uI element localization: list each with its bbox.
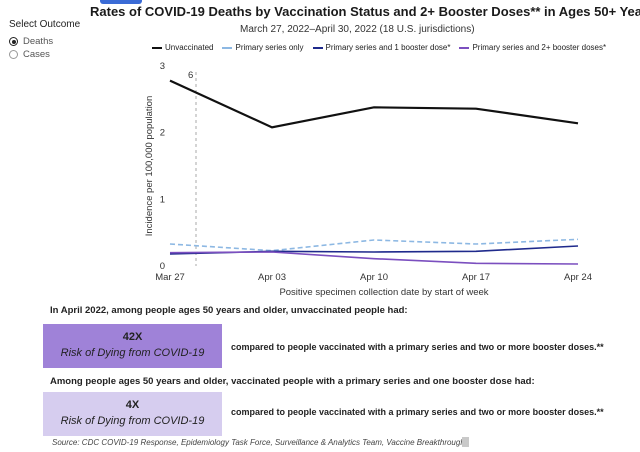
series-line: [169, 251, 579, 265]
select-outcome-label: Select Outcome: [9, 19, 81, 30]
source-note: Source: CDC COVID-19 Response, Epidemiol…: [52, 438, 465, 447]
series-line: [169, 79, 579, 129]
stat-box-one-booster: 4X Risk of Dying from COVID-19: [43, 392, 222, 436]
x-tick-label: Mar 27: [155, 272, 185, 283]
comparison-text: compared to people vaccinated with a pri…: [231, 407, 604, 417]
stat-heading-one-booster: Among people ages 50 years and older, va…: [50, 376, 535, 387]
outcome-option-label: Deaths: [23, 36, 54, 47]
scroll-marker: [462, 437, 469, 447]
legend-item-primary-1-booster[interactable]: Primary series and 1 booster dose*: [312, 43, 451, 52]
legend-swatch: [152, 46, 162, 49]
x-tick-label: Apr 03: [258, 272, 286, 283]
legend-item-unvaccinated[interactable]: Unvaccinated: [152, 43, 213, 52]
outcome-option-cases[interactable]: Cases: [9, 49, 50, 60]
outcome-option-label: Cases: [23, 49, 50, 60]
radio-selected-icon[interactable]: [9, 37, 18, 46]
radio-unselected-icon[interactable]: [9, 50, 18, 59]
x-tick-label: Apr 24: [564, 272, 592, 283]
y-tick-label: 1: [160, 194, 165, 205]
x-tick-label: Apr 10: [360, 272, 388, 283]
y-tick-label: 0: [160, 261, 165, 272]
risk-label: Risk of Dying from COVID-19: [60, 347, 205, 359]
line-chart: 0 1 2 3 Mar 27 Apr 03 Apr 10 Apr 17 Apr 24 Positi…: [144, 61, 592, 298]
legend-swatch: [312, 46, 323, 49]
outcome-option-deaths[interactable]: Deaths: [9, 36, 53, 47]
y-tick-label: 2: [160, 128, 165, 139]
report-tab-accent: [100, 0, 142, 4]
legend-swatch: [222, 46, 233, 49]
x-axis-title: Positive specimen collection date by sta…: [279, 287, 488, 298]
chart-title: Rates of COVID-19 Deaths by Vaccination …: [90, 4, 640, 19]
legend-label: Primary series only: [235, 43, 304, 52]
chart-subtitle: March 27, 2022–April 30, 2022 (18 U.S. j…: [240, 24, 475, 35]
risk-multiplier: 42X: [122, 331, 143, 343]
annotation-label: 6: [188, 70, 193, 81]
x-tick-label: Apr 17: [462, 272, 490, 283]
legend-label: Unvaccinated: [165, 43, 214, 52]
legend-swatch: [459, 46, 470, 49]
risk-label: Risk of Dying from COVID-19: [60, 415, 205, 427]
stat-heading-unvaccinated: In April 2022, among people ages 50 year…: [50, 305, 408, 316]
chart-legend: Unvaccinated Primary series only Primary…: [152, 43, 606, 52]
comparison-text: compared to people vaccinated with a pri…: [231, 342, 604, 352]
stat-box-unvaccinated: 42X Risk of Dying from COVID-19: [43, 324, 222, 368]
y-axis-title: Incidence per 100,000 population: [144, 96, 155, 237]
risk-multiplier: 4X: [125, 399, 140, 411]
y-tick-label: 3: [160, 61, 165, 72]
legend-label: Primary series and 2+ booster doses*: [472, 43, 607, 52]
legend-item-primary-series-only[interactable]: Primary series only: [222, 43, 304, 52]
legend-item-primary-2-boosters[interactable]: Primary series and 2+ booster doses*: [459, 43, 606, 52]
legend-label: Primary series and 1 booster dose*: [325, 43, 451, 52]
